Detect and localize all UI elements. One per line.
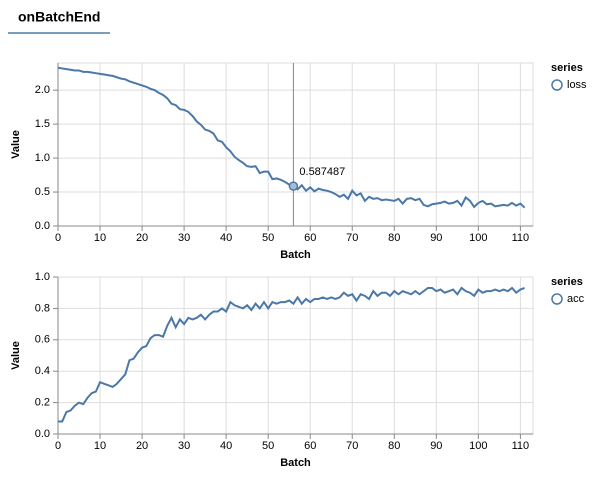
legend-title: series [551,276,583,288]
y-tick-label: 0.5 [35,186,50,198]
y-tick-label: 1.0 [35,152,50,164]
y-tick-label: 0.0 [35,428,50,440]
x-tick-label: 50 [262,232,274,244]
x-tick-label: 80 [388,440,400,452]
y-tick-label: 0.4 [35,365,50,377]
x-tick-label: 60 [304,440,316,452]
hover-label: 0.587487 [299,166,345,178]
hover-point [288,181,299,191]
x-tick-label: 110 [512,440,530,452]
y-tick-label: 0.2 [35,397,50,409]
x-tick-label: 80 [388,232,400,244]
x-tick-label: 90 [430,440,442,452]
y-tick-label: 1.0 [35,271,50,283]
legend-label: acc [567,293,585,305]
series-line [58,286,525,423]
x-axis-title: Batch [280,457,311,469]
y-tick-label: 0.8 [35,302,50,314]
x-tick-label: 0 [55,440,61,452]
legend-symbol [551,79,563,91]
x-tick-label: 10 [94,232,106,244]
x-tick-label: 110 [512,232,530,244]
x-tick-label: 100 [469,440,487,452]
x-tick-label: 70 [346,440,358,452]
x-tick-label: 20 [136,232,148,244]
x-tick-label: 70 [346,232,358,244]
legend-symbol [551,293,563,305]
y-tick-label: 0.0 [35,220,50,232]
x-axis-title: Batch [280,249,311,261]
x-tick-label: 40 [220,440,232,452]
tab-label[interactable]: onBatchEnd [18,9,100,25]
x-tick-label: 100 [469,232,487,244]
x-tick-label: 90 [430,232,442,244]
legend-title: series [551,62,583,74]
y-axis-title: Value [10,341,22,370]
x-tick-label: 10 [94,440,106,452]
x-tick-label: 50 [262,440,274,452]
y-tick-label: 2.0 [35,84,50,96]
y-tick-label: 1.5 [35,118,50,130]
plot-frame [57,62,534,227]
legend-label: loss [567,79,587,91]
y-tick-label: 0.6 [35,334,50,346]
x-tick-label: 40 [220,232,232,244]
x-tick-label: 60 [304,232,316,244]
x-tick-label: 0 [55,232,61,244]
x-tick-label: 20 [136,440,148,452]
y-axis-title: Value [10,130,22,159]
x-tick-label: 30 [178,440,190,452]
x-tick-label: 30 [178,232,190,244]
